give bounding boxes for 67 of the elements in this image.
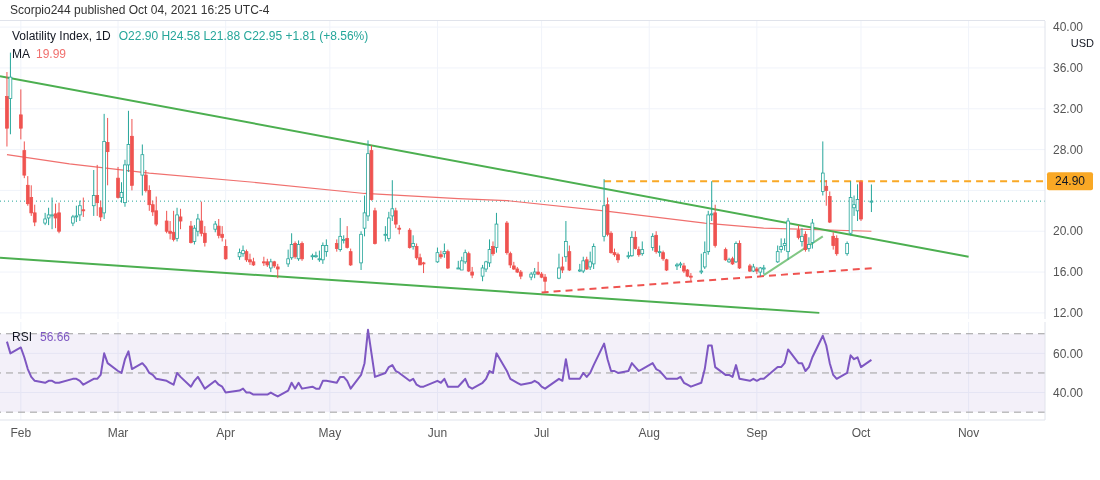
data-label: 24.90 (1054, 174, 1086, 189)
candlestick (53, 203, 58, 229)
candlestick (564, 220, 568, 263)
text: Scorpio244 published Oct 04, 2021 16:25 UTC-4 (10, 3, 270, 17)
candlestick (321, 241, 325, 265)
candlestick (411, 234, 415, 251)
x-tick-label: Aug (638, 425, 660, 440)
x-tick-label: Mar (107, 425, 129, 440)
candlestick (630, 230, 634, 258)
y-tick-label: 40.00 (1053, 385, 1084, 400)
x-tick-label: May (318, 425, 342, 440)
candlestick (241, 245, 245, 258)
x-tick-label: Sep (746, 425, 768, 440)
y-tick-label: 28.00 (1053, 142, 1084, 157)
candlestick (223, 238, 228, 261)
candlestick (491, 240, 495, 257)
x-tick-label: Apr (216, 425, 236, 440)
candlestick (91, 169, 96, 217)
x-tick-label: Oct (851, 425, 871, 440)
candlestick (43, 212, 47, 226)
candlestick (689, 272, 693, 282)
x-tick-label: Nov (957, 425, 980, 440)
candlestick (105, 117, 110, 186)
annotation: 19.99 (36, 47, 67, 61)
candlestick (19, 88, 23, 140)
x-tick-label: Jun (427, 425, 448, 440)
line-series (5, 328, 873, 398)
text: Volatility Index, 1D (12, 29, 111, 43)
candlestick (536, 261, 540, 276)
y-axis-title: USD (1070, 37, 1094, 49)
candlestick (487, 238, 492, 268)
candlestick (116, 166, 120, 200)
candlestick (8, 52, 13, 135)
candlestick (699, 253, 704, 275)
candlestick (821, 140, 825, 197)
y-tick-label: 36.00 (1053, 61, 1084, 76)
y-tick-label: 32.00 (1053, 102, 1084, 117)
text: 56.66 (40, 330, 71, 344)
candlestick (407, 227, 412, 250)
candlestick (834, 234, 839, 257)
y-tick-label: 12.00 (1053, 306, 1084, 321)
candlestick (803, 230, 808, 253)
y-tick-label: 60.00 (1053, 346, 1084, 361)
candlestick (178, 208, 183, 230)
candlestick (591, 242, 596, 270)
candlestick (314, 251, 318, 259)
x-tick-label: Feb (10, 425, 32, 440)
candlestick (300, 240, 304, 262)
line-series (6, 154, 873, 232)
text: O22.90 H24.58 L21.88 C22.95 +1.81 (+8.56%) (118, 29, 369, 43)
candlestick (175, 207, 179, 242)
text: MA (12, 47, 30, 61)
candlestick (855, 183, 860, 222)
candlestick (81, 197, 86, 218)
candlestick (57, 202, 61, 234)
candlestick (393, 207, 398, 229)
y-tick-label: 40.00 (1053, 20, 1084, 35)
x-tick-label: Jul (533, 425, 550, 440)
candlestick (494, 212, 499, 254)
candlestick (439, 250, 443, 260)
candlestick (567, 245, 572, 272)
candlestick (810, 218, 815, 250)
candlestick (446, 249, 450, 270)
text: RSI (12, 330, 33, 344)
y-tick-label: 16.00 (1053, 265, 1084, 280)
y-tick-label: 20.00 (1053, 224, 1084, 239)
candlestick (140, 143, 145, 197)
